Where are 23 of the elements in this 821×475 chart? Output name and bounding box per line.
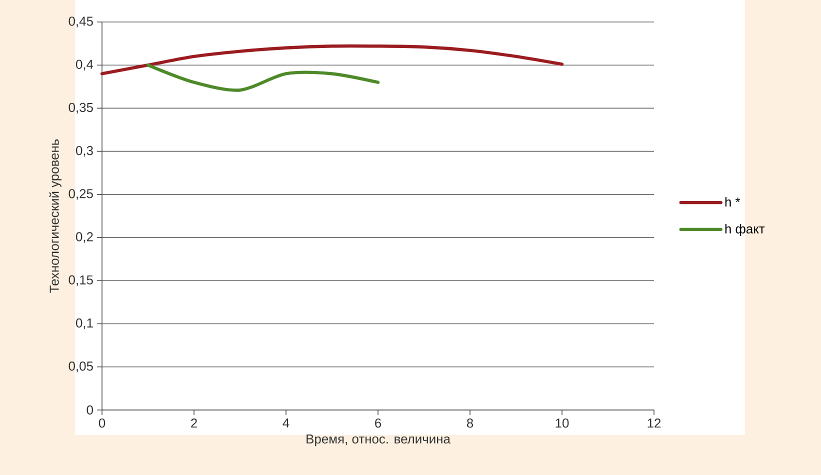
- x-tick-label: 0: [98, 418, 106, 428]
- y-tick-label: 0,25: [68, 189, 93, 200]
- y-tick-label: 0,15: [68, 275, 93, 286]
- y-axis-title: Технологический уровень: [49, 139, 62, 293]
- y-tick-label: 0,05: [68, 362, 93, 372]
- x-tick-label: 12: [648, 418, 661, 428]
- x-tick-label: 10: [556, 418, 569, 428]
- y-tick-label: 0,35: [68, 102, 93, 114]
- line-series: [146, 63, 380, 92]
- x-tick-label: 8: [466, 418, 474, 428]
- y-tick-label: 0,1: [76, 318, 93, 330]
- x-axis-title: Время, относ. величина: [306, 434, 450, 446]
- y-tick-label: 0: [86, 405, 93, 415]
- x-tick-label: 6: [375, 418, 382, 428]
- y-tick-label: 0,4: [76, 60, 94, 70]
- x-tick-label: 4: [282, 418, 290, 428]
- legend-label: h *: [725, 197, 740, 206]
- x-tick-label: 2: [191, 418, 197, 428]
- legend-label: h факт: [725, 224, 765, 236]
- y-tick-label: 0,2: [76, 232, 93, 243]
- y-tick-label: 0,3: [76, 146, 93, 157]
- line-series: [100, 44, 564, 76]
- y-tick-label: 0,45: [68, 16, 93, 28]
